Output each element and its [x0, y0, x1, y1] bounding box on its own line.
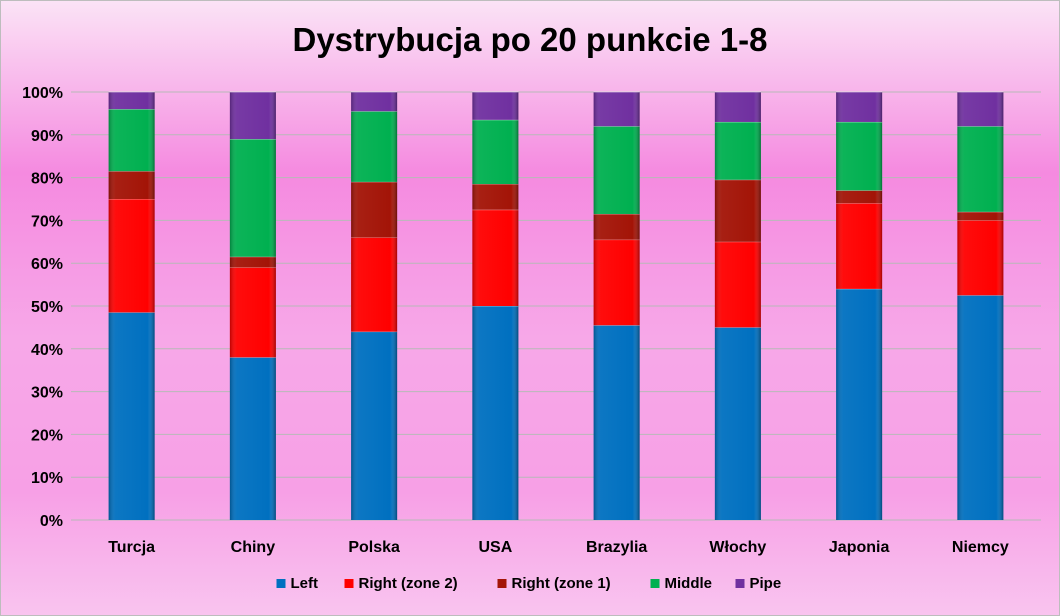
- legend-swatch: [735, 579, 745, 588]
- y-tick-label: 20%: [31, 427, 63, 444]
- bar-shading: [836, 92, 883, 122]
- legend-swatch: [276, 579, 286, 588]
- bar-shading: [108, 92, 155, 110]
- x-tick-label: Polska: [348, 539, 400, 556]
- gridlines: [71, 91, 1041, 521]
- x-tick-label: Włochy: [709, 539, 766, 556]
- bar-shading: [472, 209, 519, 306]
- bar-shading: [351, 331, 398, 520]
- legend-swatch: [650, 579, 660, 588]
- bar-shading: [472, 184, 519, 210]
- bar-shading: [108, 109, 155, 172]
- legend-swatch: [497, 579, 507, 588]
- bar-shading: [957, 220, 1004, 296]
- y-tick-label: 70%: [31, 213, 63, 230]
- x-tick-label: USA: [478, 539, 512, 556]
- legend-item: Pipe: [735, 575, 782, 592]
- y-tick-label: 0%: [40, 513, 63, 530]
- y-tick-label: 60%: [31, 256, 63, 273]
- legend-label: Middle: [665, 575, 713, 592]
- y-tick-label: 90%: [31, 128, 63, 145]
- bar-shading: [108, 199, 155, 313]
- legend: Left Right (zone 2) Right (zone 1) Middle Pi…: [276, 575, 782, 592]
- bar-shading: [593, 126, 640, 214]
- bar-shading: [957, 295, 1004, 520]
- bar-shading: [108, 171, 155, 199]
- legend-item: Middle: [650, 575, 713, 592]
- bar-shading: [351, 111, 398, 182]
- bar-shading: [957, 126, 1004, 212]
- bar-shading: [714, 327, 761, 520]
- bar-stack: [229, 91, 276, 520]
- legend-label: Left: [291, 575, 319, 592]
- bar-shading: [714, 241, 761, 328]
- legend-label: Right (zone 2): [359, 575, 458, 592]
- legend-label: Right (zone 1): [512, 575, 611, 592]
- y-tick-label: 100%: [22, 85, 63, 102]
- legend-swatch: [344, 579, 354, 588]
- bars: [108, 91, 1004, 520]
- chart-title: Dystrybucja po 20 punkcie 1-8: [292, 21, 768, 58]
- bar-shading: [351, 92, 398, 112]
- legend-label: Pipe: [750, 575, 782, 592]
- bar-shading: [229, 139, 276, 257]
- bar-stack: [351, 91, 398, 520]
- bar-shading: [472, 306, 519, 520]
- bar-shading: [714, 179, 761, 242]
- bar-shading: [351, 237, 398, 332]
- bar-shading: [593, 92, 640, 127]
- bar-shading: [593, 213, 640, 240]
- bar-shading: [836, 203, 883, 289]
- bar-stack: [593, 91, 640, 520]
- legend-item: Right (zone 2): [344, 575, 458, 592]
- y-axis-labels: 0% 10% 20% 30% 40% 50% 60% 70% 80% 90% 100%: [22, 85, 63, 530]
- bar-shading: [593, 325, 640, 520]
- x-tick-label: Turcja: [108, 539, 155, 556]
- x-axis-labels: Turcja Chiny Polska USA Brazylia Włochy Japoni…: [108, 539, 1009, 556]
- bar-stack: [108, 91, 155, 520]
- bar-shading: [714, 121, 761, 180]
- bar-shading: [229, 256, 276, 268]
- bar-stack: [957, 91, 1004, 520]
- bar-shading: [229, 267, 276, 358]
- bar-stack: [472, 91, 519, 520]
- y-tick-label: 80%: [31, 171, 63, 188]
- legend-item: Right (zone 1): [497, 575, 611, 592]
- bar-shading: [108, 312, 155, 520]
- bar-shading: [836, 288, 883, 520]
- bar-shading: [836, 121, 883, 191]
- bar-shading: [229, 357, 276, 520]
- x-tick-label: Brazylia: [586, 539, 647, 556]
- x-tick-label: Niemcy: [952, 539, 1009, 556]
- bar-shading: [836, 190, 883, 204]
- y-tick-label: 50%: [31, 299, 63, 316]
- bar-shading: [593, 239, 640, 326]
- bar-shading: [957, 211, 1004, 221]
- x-tick-label: Japonia: [829, 539, 890, 556]
- bar-shading: [229, 92, 276, 140]
- legend-item: Left: [276, 575, 319, 592]
- y-tick-label: 30%: [31, 385, 63, 402]
- y-tick-label: 10%: [31, 470, 63, 487]
- bar-shading: [472, 92, 519, 120]
- bar-stack: [836, 91, 883, 520]
- bar-shading: [472, 119, 519, 185]
- x-tick-label: Chiny: [231, 539, 276, 556]
- bar-shading: [351, 181, 398, 238]
- bar-shading: [714, 92, 761, 122]
- y-tick-label: 40%: [31, 342, 63, 359]
- bar-shading: [957, 92, 1004, 127]
- bar-stack: [714, 91, 761, 520]
